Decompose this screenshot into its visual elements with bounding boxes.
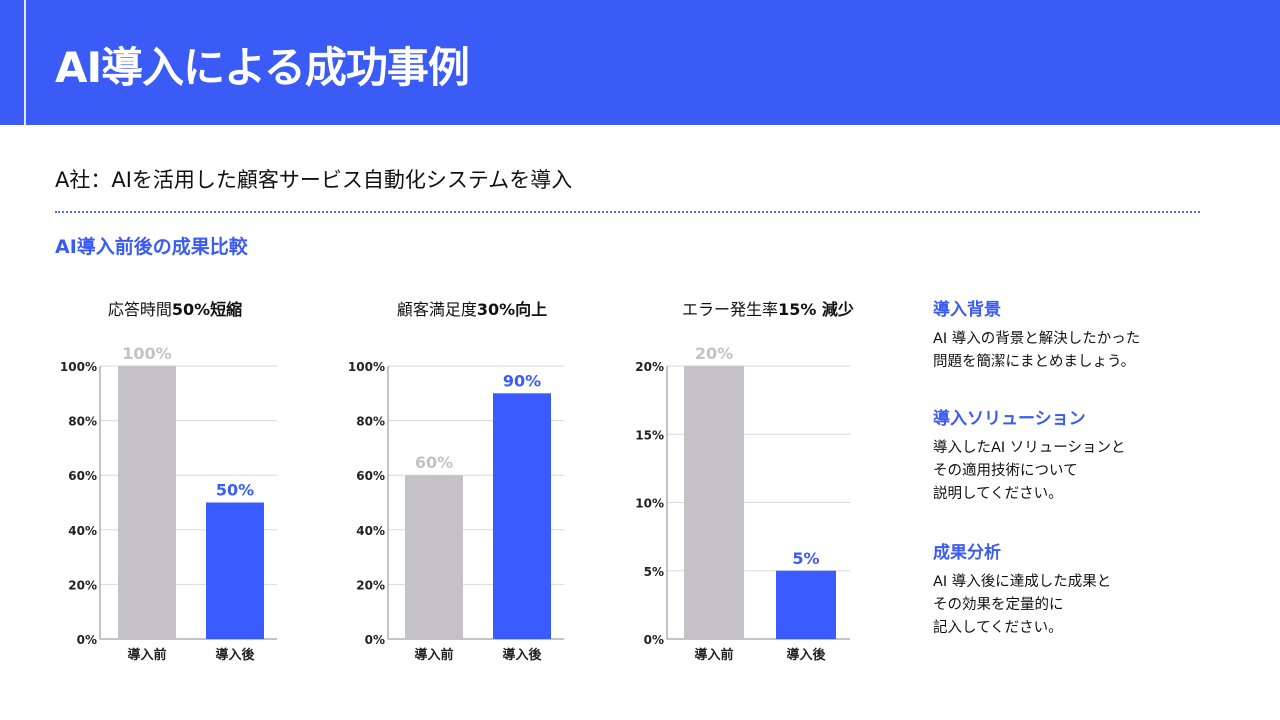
y-tick-label: 60% bbox=[356, 469, 385, 483]
x-tick-label: 導入後 bbox=[502, 647, 542, 663]
bar-before bbox=[118, 366, 176, 639]
chart-3: 0% 5% 10% 15% 20% 20% 導入前 5% 導入後 bbox=[635, 344, 850, 663]
y-tick-label: 100% bbox=[348, 360, 385, 374]
x-tick-label: 導入後 bbox=[215, 647, 255, 663]
side-body-background: AI 導入の背景と解決したかった 問題を簡潔にまとめましょう。 bbox=[933, 331, 1141, 370]
data-label: 90% bbox=[503, 371, 541, 390]
chart-2-title-bold: 30%向上 bbox=[476, 300, 548, 319]
side-block-solution: 導入ソリューション 導入したAI ソリューションと その適用技術について 説明し… bbox=[933, 404, 1233, 506]
data-label: 50% bbox=[216, 481, 254, 500]
y-tick-label: 20% bbox=[68, 578, 97, 592]
y-tick-label: 20% bbox=[635, 360, 664, 374]
data-label: 5% bbox=[792, 549, 819, 568]
y-tick-label: 40% bbox=[68, 524, 97, 538]
x-tick-label: 導入後 bbox=[786, 647, 826, 663]
bar-after bbox=[493, 393, 551, 639]
y-tick-label: 20% bbox=[356, 578, 385, 592]
chart-2-title: 顧客満足度30%向上 bbox=[352, 296, 592, 320]
y-tick-label: 0% bbox=[77, 633, 97, 647]
chart-2-title-text: 顧客満足度 bbox=[396, 300, 477, 319]
chart-1: 0% 20% 40% 60% 80% 100% 100% 導入前 50% 導入後 bbox=[60, 344, 277, 663]
side-body-results: AI 導入後に達成した成果と その効果を定量的に 記入してください。 bbox=[933, 574, 1112, 636]
side-block-results: 成果分析 AI 導入後に達成した成果と その効果を定量的に 記入してください。 bbox=[933, 538, 1233, 640]
side-heading-solution: 導入ソリューション bbox=[933, 409, 1086, 429]
chart-1-title: 応答時間50%短縮 bbox=[55, 296, 295, 320]
y-tick-label: 15% bbox=[635, 428, 664, 442]
x-tick-label: 導入前 bbox=[127, 647, 166, 663]
header-accent-line bbox=[24, 0, 26, 125]
chart-3-title: エラー発生率15% 減少 bbox=[648, 296, 888, 320]
y-tick-label: 5% bbox=[644, 565, 664, 579]
x-tick-label: 導入前 bbox=[414, 647, 453, 663]
chart-1-title-text: 応答時間 bbox=[107, 300, 172, 319]
y-tick-label: 0% bbox=[644, 633, 664, 647]
data-label: 60% bbox=[415, 453, 453, 472]
chart-3-title-text: エラー発生率 bbox=[682, 300, 779, 319]
bar-after bbox=[776, 570, 836, 639]
section-title: AI導入前後の成果比較 bbox=[55, 236, 248, 258]
side-body-solution: 導入したAI ソリューションと その適用技術について 説明してください。 bbox=[933, 440, 1126, 502]
y-tick-label: 80% bbox=[68, 415, 97, 429]
y-tick-label: 60% bbox=[68, 469, 97, 483]
chart-3-title-bold: 15% 減少 bbox=[778, 300, 854, 319]
side-heading-results: 成果分析 bbox=[933, 543, 1001, 563]
bar-before bbox=[405, 475, 463, 639]
x-tick-label: 導入前 bbox=[694, 647, 733, 663]
chart-2: 0% 20% 40% 60% 80% 100% 60% 導入前 90% 導入後 bbox=[348, 360, 564, 663]
case-subtitle: A社：AIを活用した顧客サービス自動化システムを導入 bbox=[55, 168, 573, 192]
page-title: AI導入による成功事例 bbox=[55, 43, 470, 92]
y-tick-label: 80% bbox=[356, 415, 385, 429]
y-tick-label: 0% bbox=[365, 633, 385, 647]
data-label: 100% bbox=[122, 344, 171, 363]
y-tick-label: 10% bbox=[635, 497, 664, 511]
header-banner: AI導入による成功事例 bbox=[0, 0, 1280, 125]
bar-after bbox=[206, 502, 264, 639]
y-tick-label: 40% bbox=[356, 524, 385, 538]
side-block-background: 導入背景 AI 導入の背景と解決したかった 問題を簡潔にまとめましょう。 bbox=[933, 295, 1233, 374]
y-tick-label: 100% bbox=[60, 360, 97, 374]
data-label: 20% bbox=[695, 344, 733, 363]
chart-1-title-bold: 50%短縮 bbox=[171, 300, 243, 319]
dotted-divider bbox=[55, 211, 1200, 213]
bar-before bbox=[684, 366, 744, 639]
side-heading-background: 導入背景 bbox=[933, 300, 1001, 320]
